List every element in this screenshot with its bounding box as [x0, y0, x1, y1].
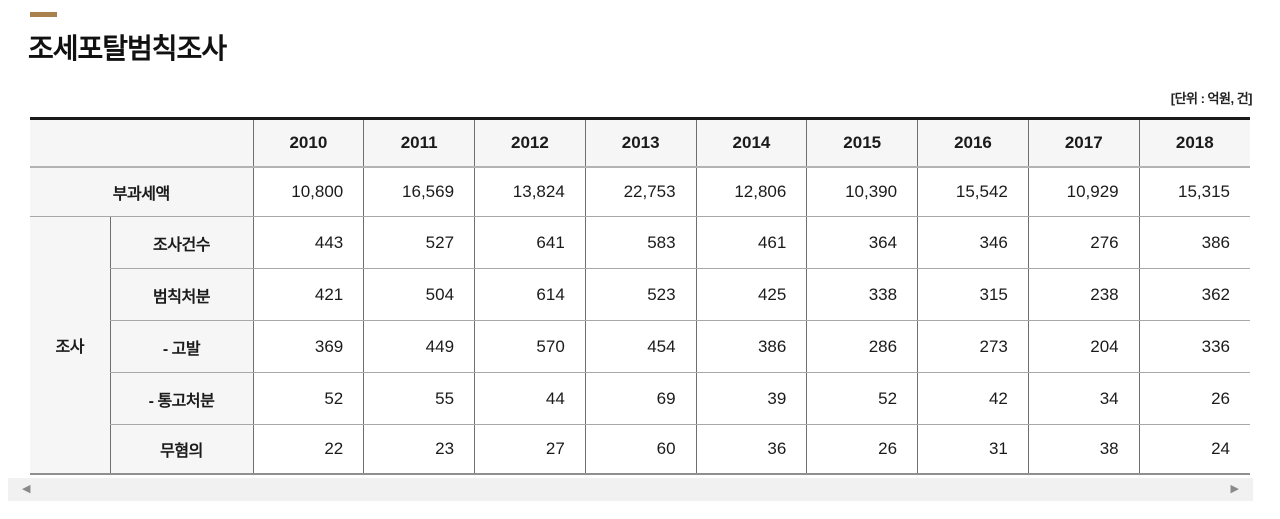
value-cell: 276 — [1027, 216, 1140, 269]
value-cell: 369 — [252, 320, 364, 373]
value-cell: 527 — [363, 216, 475, 269]
value-cell: 22,753 — [584, 166, 697, 217]
horizontal-scrollbar[interactable]: ◀ ▶ — [8, 478, 1253, 501]
value-cell: 15,542 — [917, 166, 1029, 217]
value-cell: 13,824 — [474, 166, 586, 217]
row-label: 무혐의 — [109, 424, 253, 474]
year-header: 2015 — [806, 118, 918, 168]
value-cell: 44 — [474, 372, 586, 425]
value-cell: 24 — [1138, 424, 1250, 474]
value-cell: 31 — [917, 424, 1029, 474]
value-cell: 23 — [363, 424, 475, 474]
page-title: 조세포탈범칙조사 — [28, 33, 227, 64]
value-cell: 22 — [252, 424, 364, 474]
table-row: 무혐의 22 23 27 60 36 26 31 38 24 — [30, 424, 1250, 474]
value-cell: 38 — [1027, 424, 1140, 474]
value-cell: 69 — [584, 372, 697, 425]
year-header: 2018 — [1138, 118, 1250, 168]
year-header: 2011 — [363, 118, 475, 168]
row-label: 범칙처분 — [109, 268, 253, 321]
value-cell: 386 — [695, 320, 807, 373]
value-cell: 504 — [363, 268, 475, 321]
value-cell: 10,390 — [806, 166, 918, 217]
year-header-row: 2010 2011 2012 2013 2014 2015 2016 2017 … — [30, 118, 1250, 168]
statistics-table: 2010 2011 2012 2013 2014 2015 2016 2017 … — [30, 117, 1250, 475]
value-cell: 10,929 — [1027, 166, 1140, 217]
row-label: 조사건수 — [109, 216, 253, 269]
value-cell: 338 — [806, 268, 918, 321]
year-header: 2014 — [695, 118, 807, 168]
value-cell: 346 — [917, 216, 1029, 269]
value-cell: 570 — [474, 320, 586, 373]
value-cell: 583 — [584, 216, 697, 269]
value-cell: 39 — [695, 372, 807, 425]
row-group-label: 조사 — [30, 216, 110, 474]
year-header: 2013 — [584, 118, 697, 168]
value-cell: 362 — [1138, 268, 1250, 321]
value-cell: 27 — [474, 424, 586, 474]
value-cell: 641 — [474, 216, 586, 269]
value-cell: 26 — [1138, 372, 1250, 425]
value-cell: 34 — [1027, 372, 1140, 425]
unit-label: [단위 : 억원, 건] — [1170, 91, 1253, 106]
value-cell: 364 — [806, 216, 918, 269]
value-cell: 55 — [363, 372, 475, 425]
year-header: 2010 — [252, 118, 364, 168]
table-row: - 고발 369 449 570 454 386 286 273 204 336 — [30, 320, 1250, 373]
value-cell: 204 — [1027, 320, 1140, 373]
value-cell: 60 — [584, 424, 697, 474]
title-accent-dash — [30, 12, 57, 17]
row-label: - 통고처분 — [109, 372, 253, 425]
value-cell: 16,569 — [363, 166, 475, 217]
scroll-left-icon[interactable]: ◀ — [22, 483, 31, 495]
table-row: - 통고처분 52 55 44 69 39 52 42 34 26 — [30, 372, 1250, 425]
value-cell: 286 — [806, 320, 918, 373]
value-cell: 614 — [474, 268, 586, 321]
value-cell: 315 — [917, 268, 1029, 321]
value-cell: 238 — [1027, 268, 1140, 321]
value-cell: 386 — [1138, 216, 1250, 269]
value-cell: 36 — [695, 424, 807, 474]
value-cell: 273 — [917, 320, 1029, 373]
value-cell: 42 — [917, 372, 1029, 425]
year-header: 2012 — [474, 118, 586, 168]
value-cell: 421 — [252, 268, 364, 321]
value-cell: 336 — [1138, 320, 1250, 373]
row-label: - 고발 — [109, 320, 253, 373]
row-label: 부과세액 — [30, 166, 253, 217]
table-row: 부과세액 10,800 16,569 13,824 22,753 12,806 … — [30, 166, 1250, 217]
value-cell: 26 — [806, 424, 918, 474]
scroll-right-icon[interactable]: ▶ — [1230, 483, 1239, 495]
value-cell: 454 — [584, 320, 697, 373]
value-cell: 461 — [695, 216, 807, 269]
value-cell: 449 — [363, 320, 475, 373]
value-cell: 12,806 — [695, 166, 807, 217]
corner-cell — [30, 118, 253, 168]
value-cell: 52 — [806, 372, 918, 425]
table-row: 범칙처분 421 504 614 523 425 338 315 238 362 — [30, 268, 1250, 321]
value-cell: 523 — [584, 268, 697, 321]
year-header: 2017 — [1027, 118, 1140, 168]
table-row: 조사 조사건수 443 527 641 583 461 364 346 276 … — [30, 216, 1250, 474]
statistics-table-container: 2010 2011 2012 2013 2014 2015 2016 2017 … — [30, 117, 1250, 475]
value-cell: 443 — [252, 216, 364, 269]
value-cell: 52 — [252, 372, 364, 425]
year-header: 2016 — [917, 118, 1029, 168]
value-cell: 425 — [695, 268, 807, 321]
value-cell: 10,800 — [252, 166, 364, 217]
value-cell: 15,315 — [1138, 166, 1250, 217]
